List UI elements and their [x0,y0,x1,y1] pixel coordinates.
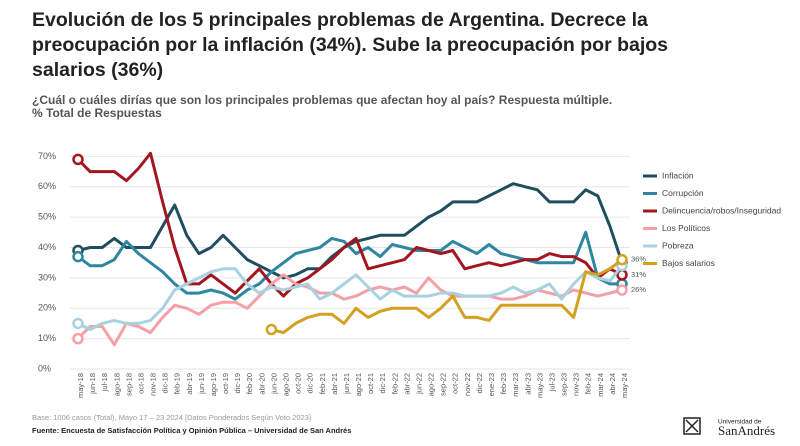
point-marker [72,332,84,345]
chart-title: salarios (36%) [32,59,163,81]
x-tick-label: mar-23 [511,373,520,397]
x-tick-label: may-24 [620,373,629,398]
x-tick-label: oct-18 [136,373,145,394]
y-tick-label: 10% [38,333,56,343]
x-tick-label: sep-18 [124,373,133,396]
x-tick-label: oct-20 [294,373,303,394]
subtitle: ¿Cuál o cuáles dirías que son los princi… [32,93,612,107]
chart-title: Evolución de los 5 principales problemas… [32,9,648,31]
x-tick-label: abr-19 [185,373,194,395]
x-tick-label: oct-21 [366,373,375,394]
x-tick-label: dic-18 [161,373,170,393]
data-label: 26% [631,285,646,294]
x-tick-label: ago-19 [209,373,218,396]
logo-text: SanAndrés [718,423,775,438]
legend-label: Corrupción [662,188,704,198]
x-tick-label: jun-22 [414,373,423,395]
x-tick-label: feb-20 [245,373,254,394]
x-tick-label: abr-20 [257,373,266,395]
series-line [76,151,623,298]
x-tick-label: feb-23 [499,373,508,394]
x-tick-label: nov-22 [463,373,472,396]
point-marker [265,323,278,336]
point-marker [616,253,628,266]
x-tick-label: sep-23 [560,373,569,396]
x-tick-label: jun-18 [88,373,97,395]
legend-label: Los Políticos [662,223,710,233]
y-tick-label: 40% [38,242,56,252]
x-tick-label: dic-21 [378,373,387,393]
logo-icon [685,419,699,433]
x-tick-label: jul-18 [100,373,109,392]
y-tick-label: 50% [38,212,56,222]
x-tick-label: mar-24 [596,373,605,397]
x-tick-label: ene-23 [487,373,496,396]
x-tick-label: feb-24 [584,373,593,394]
y-tick-label: 0% [38,363,51,373]
point-marker [72,153,84,166]
x-tick-label: abr-21 [330,373,339,395]
x-tick-label: dic-22 [475,373,484,393]
x-tick-label: may-23 [535,373,544,398]
x-tick-label: jun-20 [269,373,278,395]
y-tick-label: 60% [38,181,56,191]
series-line [77,230,622,301]
x-tick-label: abr-23 [523,373,532,395]
x-tick-label: abr-22 [402,373,411,395]
x-tick-label: nov-18 [149,373,158,396]
logo-text: Universidad de [718,419,762,426]
x-tick-label: feb-21 [318,373,327,394]
series-line [271,258,623,335]
y-tick-label: 20% [38,303,56,313]
y-axis-label: % Total de Respuestas [32,106,162,120]
chart-title: preocupación por la inflación (34%). Sub… [32,34,668,56]
x-tick-label: ago-22 [427,373,436,396]
note: Base: 1006 casos (Total), Mayo 17 – 23 2… [32,413,311,422]
x-tick-label: ago-20 [281,373,290,396]
legend-label: Bajos salarios [662,258,715,268]
x-tick-label: oct-19 [221,373,230,394]
x-tick-label: may-18 [76,373,85,398]
point-marker [72,250,84,263]
legend-label: Inflación [662,170,694,180]
x-tick-label: dic-19 [233,373,242,393]
x-tick-label: abr-24 [608,373,617,395]
x-tick-label: ago-21 [354,373,363,396]
legend-label: Pobreza [662,240,694,250]
point-marker [616,284,628,296]
data-label: 31% [631,270,646,279]
source: Fuente: Encuesta de Satisfacción Polític… [32,426,351,435]
legend-label: Delincuencia/robos/Inseguridad [662,205,781,215]
x-tick-label: sep-22 [439,373,448,396]
y-tick-label: 30% [38,272,56,282]
data-label: 36% [631,255,646,264]
x-tick-label: oct-22 [451,373,460,394]
x-tick-label: dic-20 [306,373,315,393]
x-tick-label: feb-19 [173,373,182,394]
series-line [77,264,624,331]
x-tick-label: nov-23 [572,373,581,396]
point-marker [72,317,84,330]
logo-icon [683,417,701,435]
x-tick-label: feb-22 [390,373,399,394]
x-tick-label: jul-23 [547,373,556,392]
y-tick-label: 70% [38,151,56,161]
x-tick-label: jun-19 [197,373,206,395]
x-tick-label: ago-18 [112,373,121,396]
x-tick-label: jun-21 [342,373,351,395]
